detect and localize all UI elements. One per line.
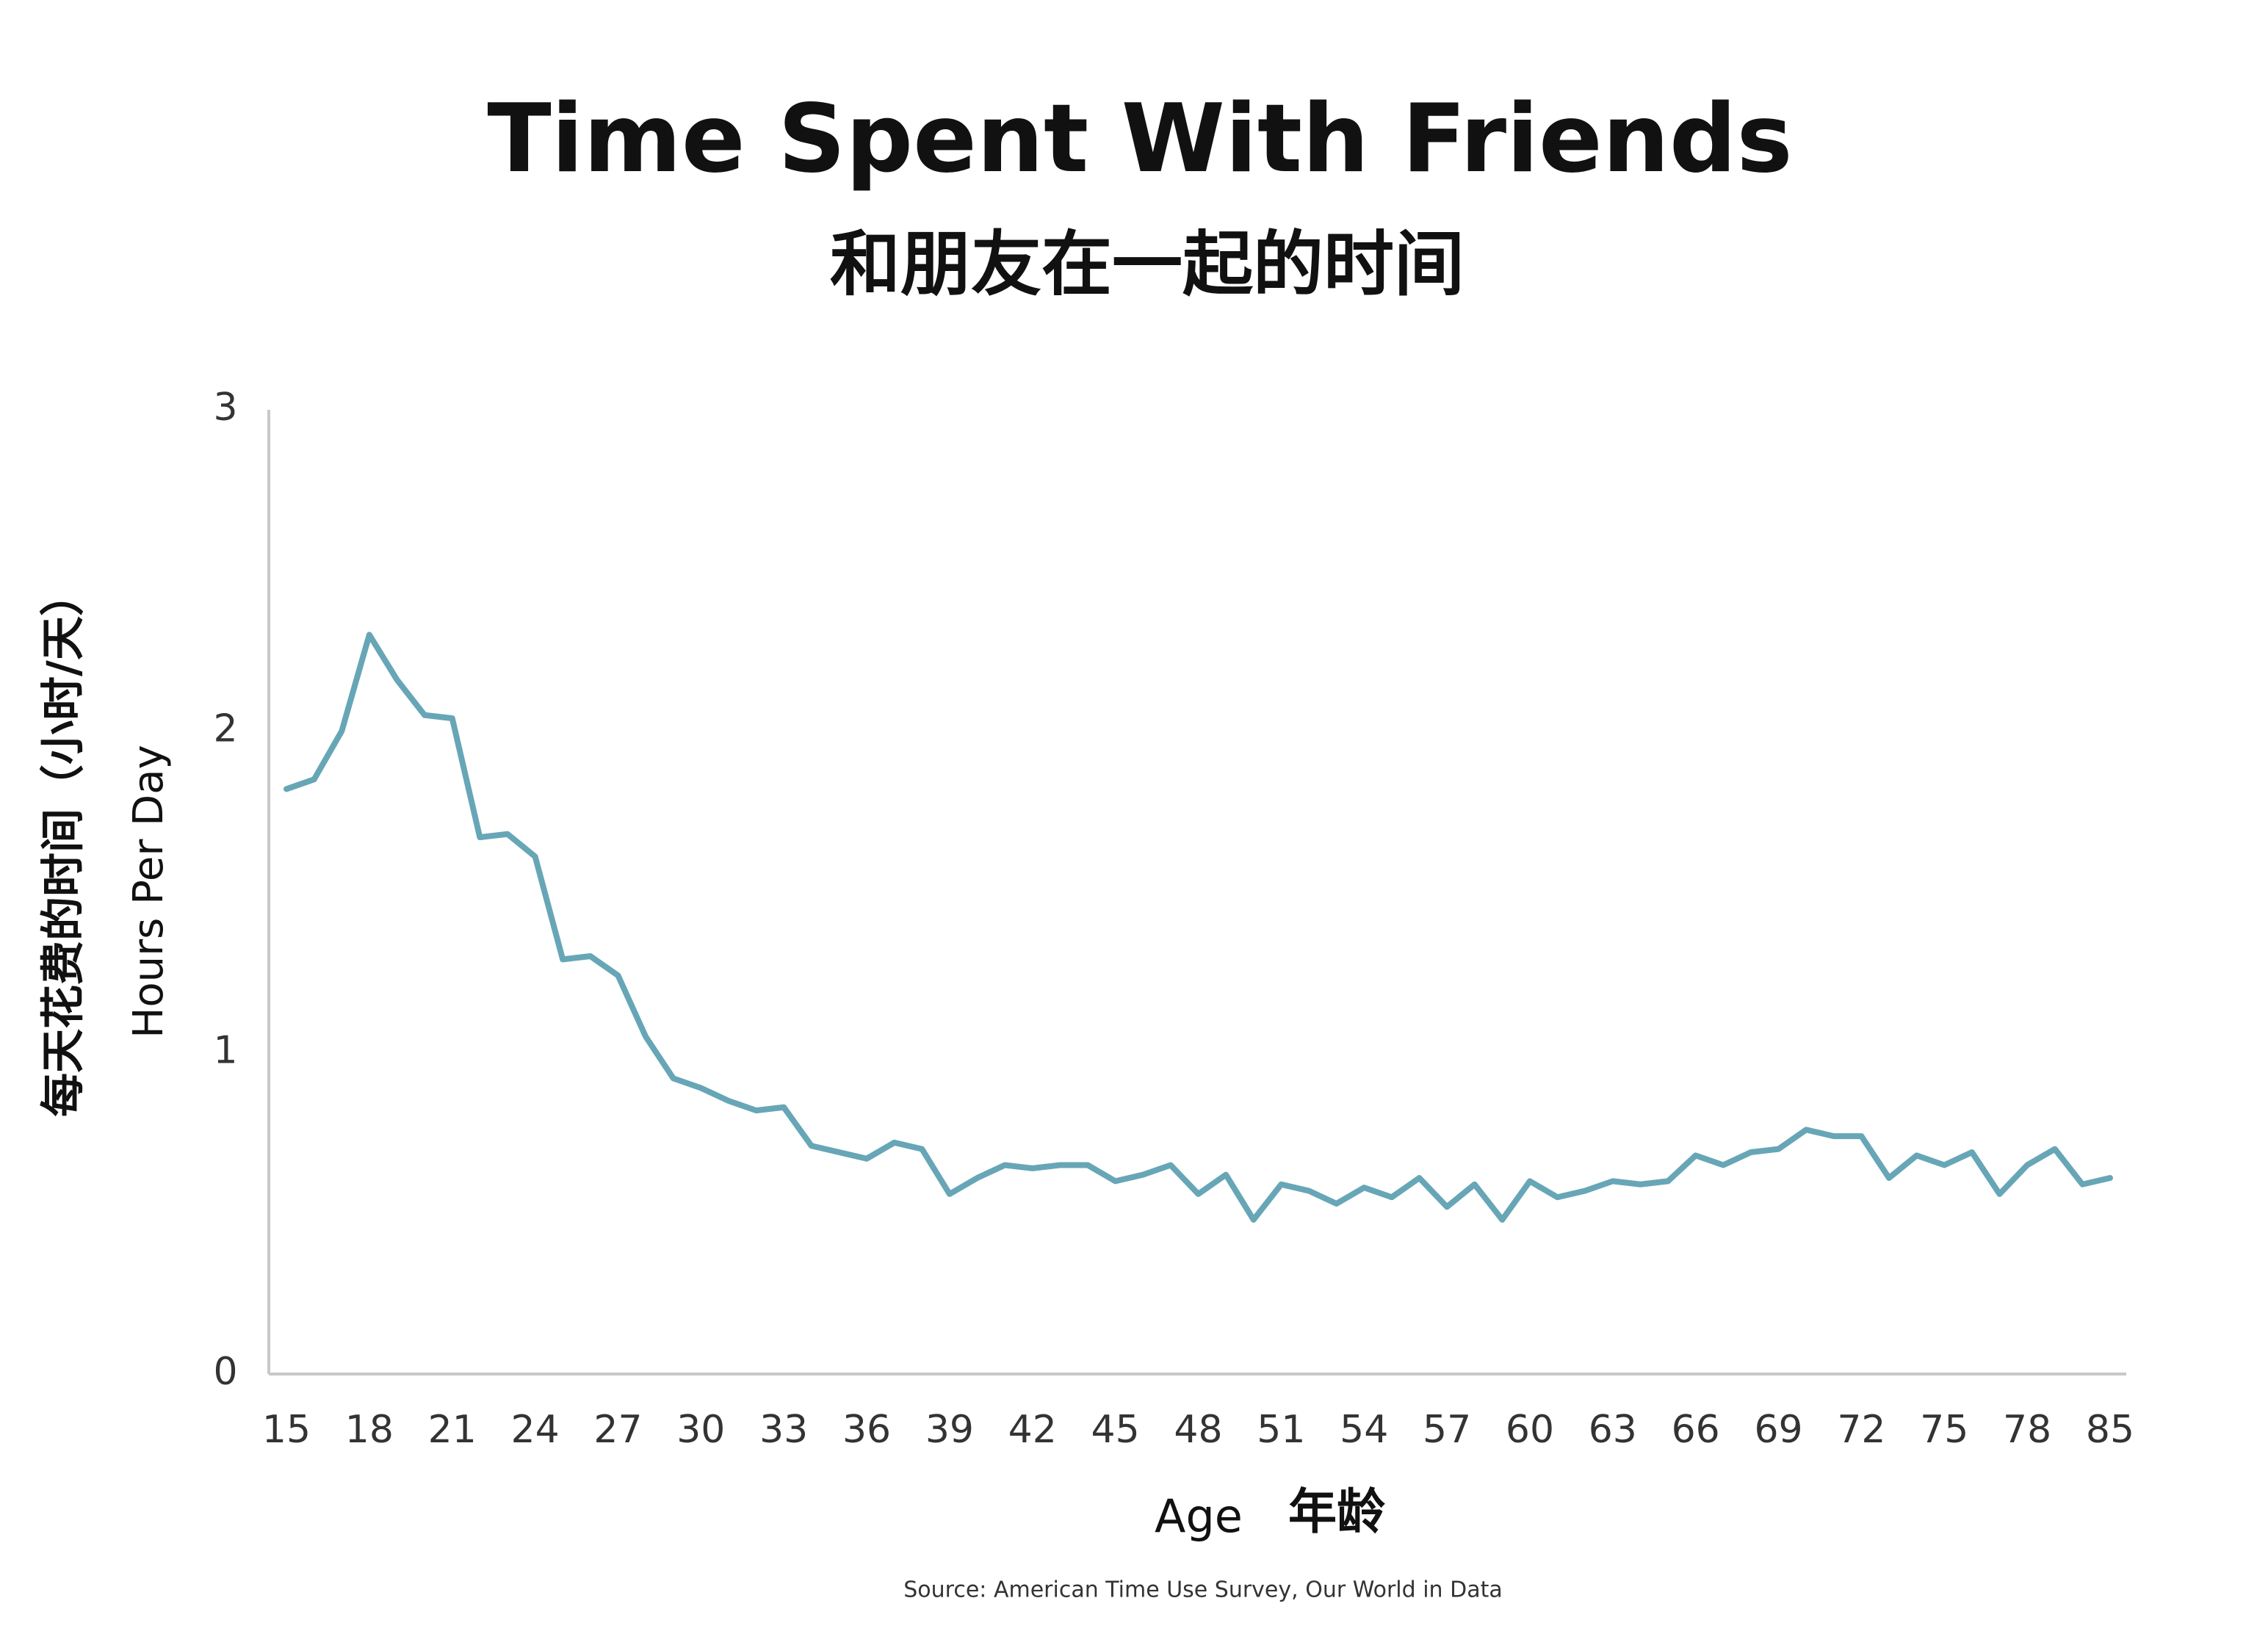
x-tick-label: 39 xyxy=(925,1408,974,1452)
chart-title: Time Spent With Friends xyxy=(487,84,1792,194)
x-tick-label: 75 xyxy=(1920,1408,1968,1452)
x-tick-label: 27 xyxy=(593,1408,642,1452)
x-tick-label: 30 xyxy=(676,1408,725,1452)
y-tick-label: 0 xyxy=(213,1350,237,1394)
y-tick-label: 1 xyxy=(213,1028,237,1072)
x-axis-label-cn: 年龄 xyxy=(1288,1483,1385,1540)
chart-subtitle: 和朋友在一起的时间 xyxy=(830,223,1465,306)
x-tick-label: 85 xyxy=(2086,1408,2134,1452)
x-tick-label: 18 xyxy=(345,1408,394,1452)
x-tick-label: 60 xyxy=(1506,1408,1554,1452)
y-axis-label: Hours Per Day xyxy=(125,745,173,1038)
x-tick-label: 72 xyxy=(1837,1408,1885,1452)
x-tick-label: 54 xyxy=(1340,1408,1388,1452)
data-line xyxy=(284,632,2113,1223)
x-tick-label: 78 xyxy=(2003,1408,2051,1452)
y-tick-label: 2 xyxy=(213,707,237,751)
x-axis-label: Age xyxy=(1155,1489,1243,1543)
x-tick-label: 69 xyxy=(1754,1408,1802,1452)
x-tick-label: 57 xyxy=(1423,1408,1471,1452)
x-tick-label: 21 xyxy=(428,1408,477,1452)
x-tick-label: 51 xyxy=(1257,1408,1305,1452)
x-tick-label: 48 xyxy=(1174,1408,1222,1452)
x-tick-label: 42 xyxy=(1008,1408,1057,1452)
x-tick-label: 15 xyxy=(262,1408,311,1452)
source-note: Source: American Time Use Survey, Our Wo… xyxy=(903,1577,1502,1603)
y-tick-label: 3 xyxy=(213,386,237,430)
y-axis-label-cn: 每天花费的时间（小时/天） xyxy=(38,572,90,1117)
x-tick-label: 66 xyxy=(1672,1408,1720,1452)
x-tick-label: 63 xyxy=(1589,1408,1637,1452)
x-tick-label: 36 xyxy=(842,1408,891,1452)
x-tick-label: 45 xyxy=(1091,1408,1140,1452)
x-tick-label: 33 xyxy=(759,1408,808,1452)
x-tick-label: 24 xyxy=(511,1408,560,1452)
